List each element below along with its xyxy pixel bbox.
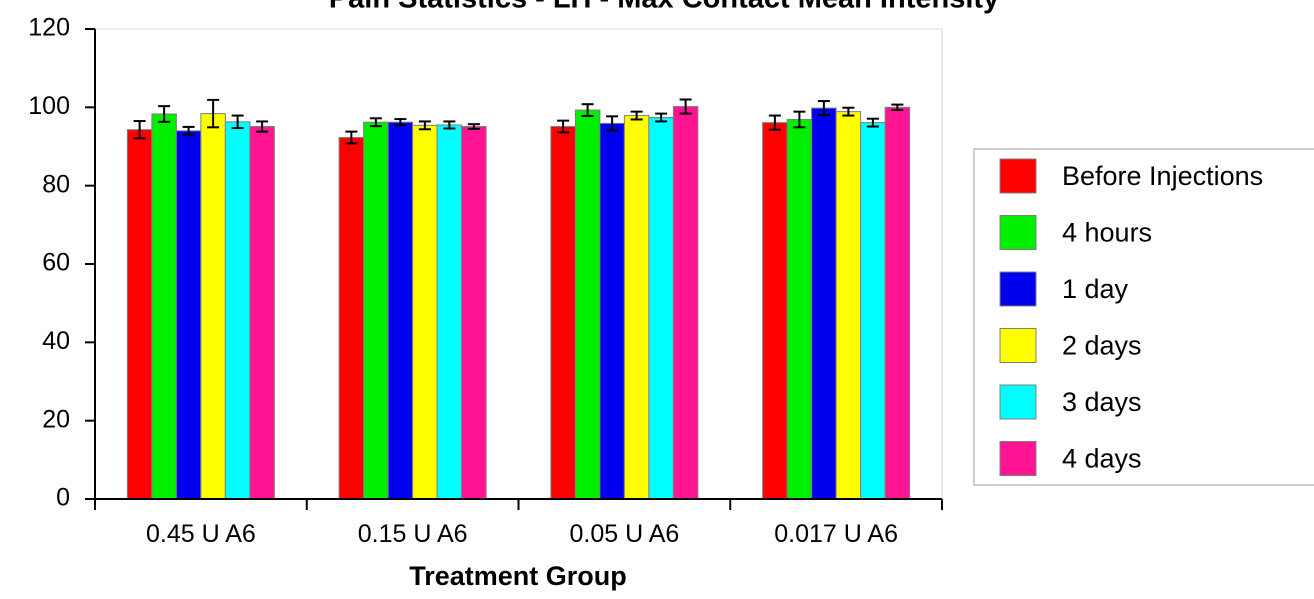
y-tick-label: 40 <box>42 327 70 355</box>
legend-items: Before Injections 4 hours 1 day 2 days 3 day… <box>999 158 1263 476</box>
bar <box>835 111 862 500</box>
bar <box>387 121 414 500</box>
error-bar <box>557 119 570 134</box>
error-bar <box>207 98 220 129</box>
bar <box>762 122 788 500</box>
legend-item: 2 days <box>999 328 1142 363</box>
legend-swatch <box>999 384 1037 420</box>
bar <box>786 118 813 500</box>
y-tick-label: 60 <box>42 249 70 277</box>
error-bar <box>231 114 244 130</box>
error-bar <box>394 118 407 127</box>
legend-swatch <box>999 328 1037 363</box>
bar <box>811 107 837 500</box>
x-tick-label: 0.05 U A6 <box>569 520 679 548</box>
legend-label: 3 days <box>1062 387 1142 417</box>
legend-item: 4 hours <box>999 215 1152 250</box>
error-bar <box>467 123 480 130</box>
bar <box>860 122 886 500</box>
bar <box>574 109 601 500</box>
bar <box>249 126 275 500</box>
error-bar <box>345 130 358 145</box>
x-tick-label: 0.45 U A6 <box>146 520 256 548</box>
bar <box>175 130 202 500</box>
error-bar <box>866 117 879 128</box>
error-bar <box>158 105 171 123</box>
legend-label: Before Injections <box>1062 161 1263 191</box>
error-bar <box>679 98 692 115</box>
legend-label: 2 days <box>1062 331 1142 361</box>
y-tick-label: 80 <box>42 170 70 198</box>
error-bars-layer <box>133 98 904 145</box>
bar <box>461 126 487 500</box>
error-bar <box>369 117 382 128</box>
bars-layer <box>126 106 911 500</box>
legend-swatch <box>999 271 1037 307</box>
legend-item: Before Injections <box>999 158 1263 194</box>
y-axis: 0 20 40 60 80 100 120 <box>28 14 95 512</box>
error-bar <box>655 112 668 123</box>
error-bar <box>443 120 456 130</box>
x-axis-label: Treatment Group <box>409 561 627 591</box>
error-bar <box>182 125 195 136</box>
legend-swatch <box>999 441 1037 476</box>
bar <box>436 124 463 500</box>
bar <box>338 136 365 500</box>
error-bar <box>256 120 269 133</box>
legend-label: 4 hours <box>1062 218 1152 248</box>
x-tick-label: 0.017 U A6 <box>774 520 898 548</box>
bar <box>623 115 650 500</box>
x-axis: 0.45 U A6 0.15 U A6 0.05 U A6 0.017 U A6 <box>94 499 943 548</box>
error-bar <box>581 103 594 117</box>
error-bar <box>133 120 146 140</box>
legend-item: 3 days <box>999 384 1142 420</box>
legend-swatch <box>999 215 1037 250</box>
error-bar <box>842 106 855 117</box>
y-tick-label: 0 <box>56 484 70 512</box>
error-bar <box>606 115 619 132</box>
y-tick-label: 100 <box>28 92 70 120</box>
error-bar <box>817 100 830 117</box>
bar <box>599 122 625 500</box>
error-bar <box>793 110 806 129</box>
legend-label: 1 day <box>1062 274 1129 304</box>
bar <box>224 121 251 500</box>
x-tick-label: 0.15 U A6 <box>358 520 468 548</box>
bar <box>126 129 153 500</box>
legend: Before Injections 4 hours 1 day 2 days 3 day… <box>973 148 1314 486</box>
error-bar <box>768 114 781 131</box>
y-tick-label: 120 <box>28 14 70 42</box>
bar <box>151 113 177 500</box>
bar <box>550 126 576 500</box>
legend-item: 4 days <box>999 441 1142 476</box>
bar <box>200 113 226 500</box>
error-bar <box>630 110 643 121</box>
error-bar <box>891 103 904 112</box>
error-bar <box>418 120 431 131</box>
legend-item: 1 day <box>999 271 1129 307</box>
bar <box>412 124 438 500</box>
legend-label: 4 days <box>1062 444 1142 474</box>
y-tick-label: 20 <box>42 405 70 433</box>
bar <box>363 121 389 500</box>
bar <box>648 117 674 500</box>
legend-swatch <box>999 158 1037 194</box>
legend-frame <box>973 148 1314 486</box>
chart-title: Pain Statistics - LH - Max Contact Mean … <box>329 0 999 15</box>
bar <box>672 106 699 500</box>
bar <box>884 106 911 500</box>
